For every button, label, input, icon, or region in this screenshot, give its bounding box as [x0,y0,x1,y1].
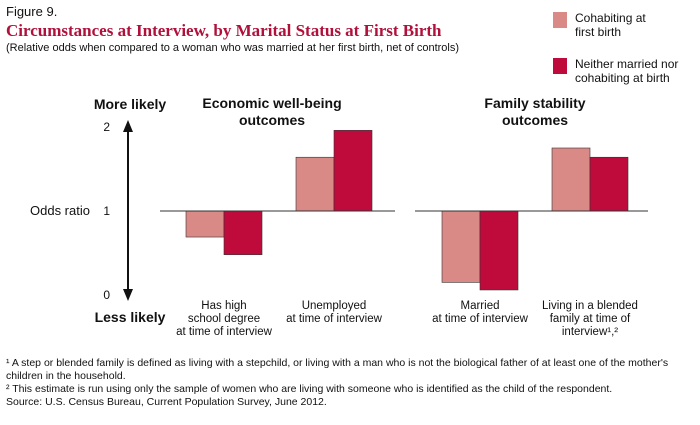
chart: Figure 9. Circumstances at Interview, by… [6,4,678,338]
legend-swatch [553,58,567,74]
bar [441,210,481,283]
arrow-head [123,120,133,132]
x-tick-label: Married at time of interview [432,300,529,325]
bar [223,210,263,255]
y-tick-label: 1 [103,204,110,218]
panel-title: Economic well-being outcomes [202,95,341,128]
footnote: Source: U.S. Census Bureau, Current Popu… [6,396,327,408]
figure-label: Figure 9. [6,4,57,19]
panel-title: Family stability outcomes [484,95,585,128]
footnote: ¹ A step or blended family is defined as… [6,357,669,382]
bottom-annotation: Less likely [95,309,166,325]
bar [479,210,519,291]
y-tick-label: 0 [103,288,110,302]
top-annotation: More likely [94,96,167,112]
legend-label: Cohabiting at first birth [575,11,646,39]
y-tick-label: 2 [103,120,110,134]
x-tick-label: Unemployed at time of interview [286,300,383,325]
bar [185,210,225,238]
x-tick-label: Has high school degree at time of intervie… [176,300,273,338]
chart-title: Circumstances at Interview, by Marital S… [6,21,442,40]
arrow-head [123,289,133,301]
y-axis-label: Odds ratio [30,203,90,218]
bar [333,130,373,212]
x-tick-label: Living in a blended family at time of inte… [542,300,638,338]
footnote: ² This estimate is run using only the sa… [6,383,613,395]
bar [551,147,591,212]
bar [589,156,629,212]
legend-label: Neither married nor cohabiting at birth [575,57,678,85]
notes: ¹ A step or blended family is defined as… [6,357,696,409]
bar [295,156,335,212]
legend-swatch [553,12,567,28]
chart-subtitle: (Relative odds when compared to a woman … [6,42,459,54]
